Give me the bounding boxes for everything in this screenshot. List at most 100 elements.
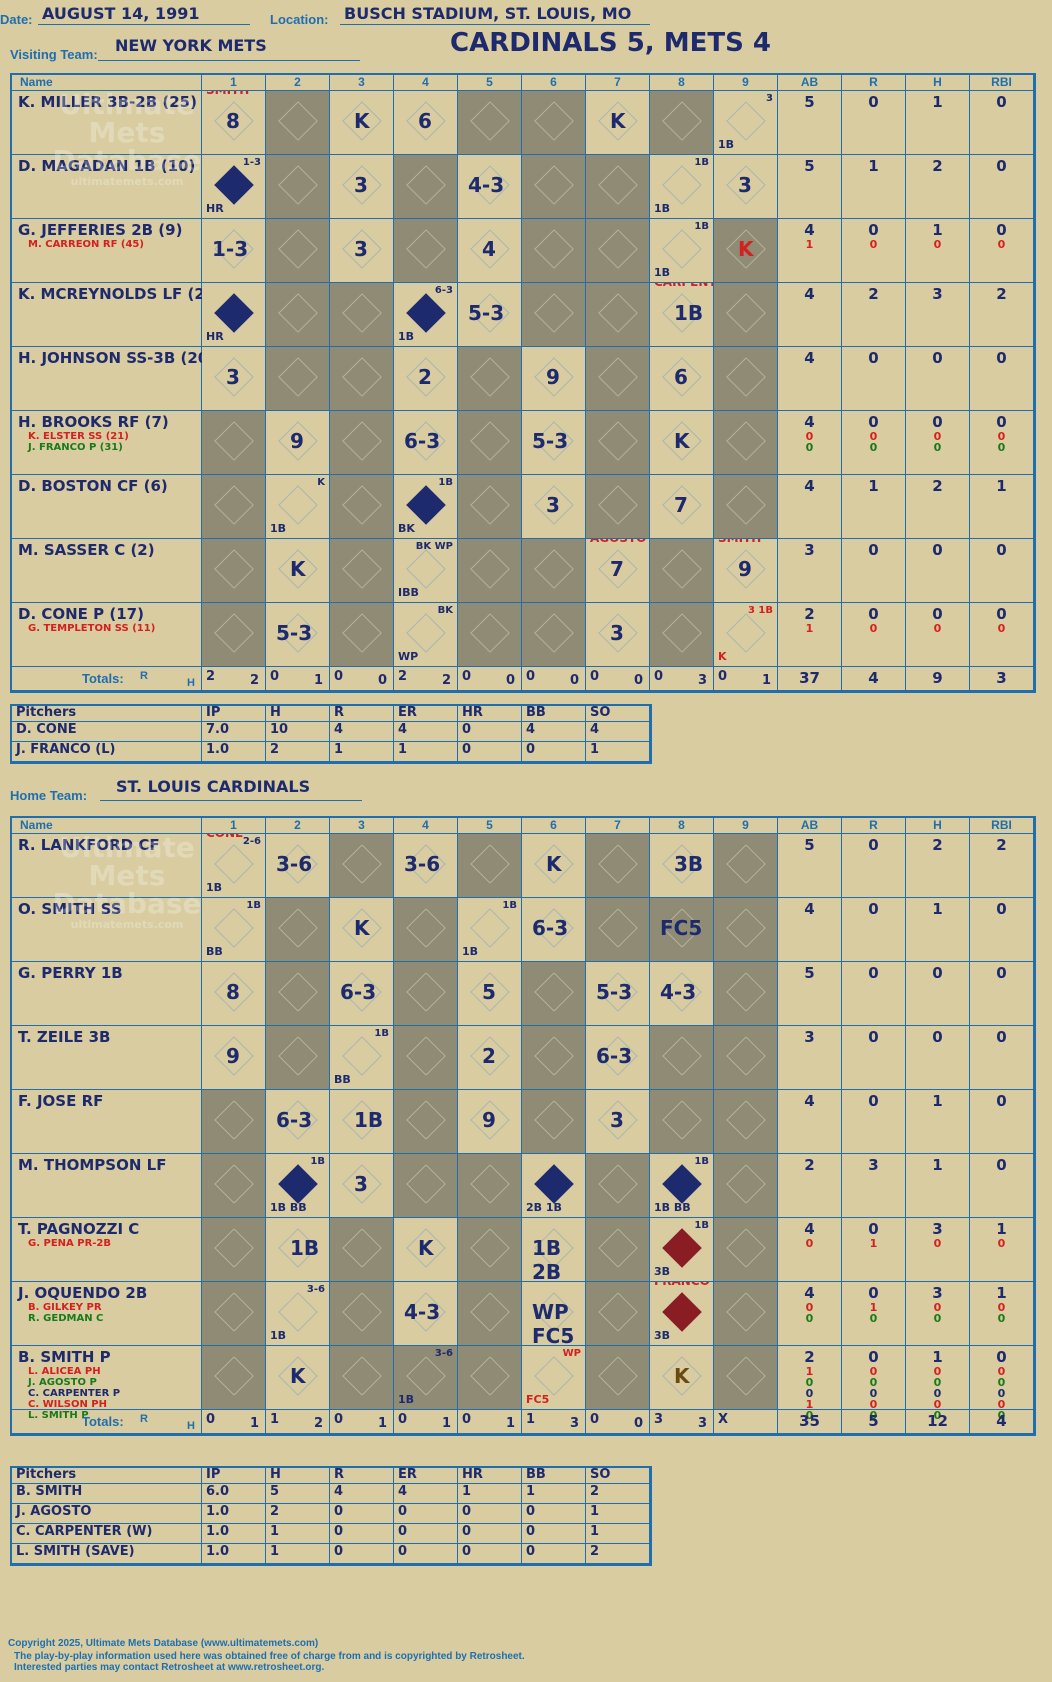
play-notation: 3	[610, 621, 624, 645]
inning-cell	[394, 219, 458, 283]
inning-hits: 0	[633, 673, 643, 688]
base-diamond	[214, 485, 254, 525]
play-notation: 1B 2B	[532, 1236, 562, 1282]
player-row: F. JOSE RF	[12, 1090, 202, 1154]
watermark-text: Ultimate	[59, 831, 195, 864]
base-diamond	[214, 908, 254, 948]
inning-hits: 2	[441, 673, 451, 688]
play-notation: 6-3	[532, 916, 569, 940]
stat-rbi: 0	[970, 91, 1034, 155]
stat-h: 1	[906, 1154, 970, 1218]
inning-cell	[394, 962, 458, 1026]
base-diamond	[470, 421, 510, 461]
play-notation: K	[354, 916, 370, 940]
inning-runs: 0	[462, 1412, 472, 1427]
sub-stat-value: 0	[805, 1301, 814, 1314]
play-notation: 3	[610, 1108, 624, 1132]
inning-cell	[202, 1346, 266, 1410]
stat-value: 0	[868, 1028, 879, 1046]
inning-cell: K	[266, 1346, 330, 1410]
base-diamond	[534, 549, 574, 589]
sub-stat-value: 0	[997, 1301, 1006, 1314]
pitcher-h: 2	[266, 1504, 330, 1524]
inning-cell	[586, 1154, 650, 1218]
col-header-inning-5: 5	[458, 818, 522, 834]
play-notation: 3-6	[276, 852, 313, 876]
inning-hits: 3	[697, 673, 707, 688]
inning-cell	[522, 603, 586, 667]
pitcher-ip: 1.0	[202, 1504, 266, 1524]
play-notation: 9	[226, 1044, 240, 1068]
inning-cell: K	[266, 539, 330, 603]
player-name: D. MAGADAN 1B (10)	[18, 157, 196, 175]
inning-cell: FC5 WP	[522, 1346, 586, 1410]
play-corner-note: 1B	[502, 900, 517, 911]
base-diamond	[726, 613, 766, 653]
inning-runs: 0	[334, 1412, 344, 1427]
inning-cell	[330, 539, 394, 603]
pitcher-col-header: SO	[586, 706, 650, 722]
home-team-name: ST. LOUIS CARDINALS	[116, 777, 311, 796]
stat-value: 5	[804, 964, 815, 982]
sub-stat-value: 1	[805, 238, 814, 251]
base-diamond	[726, 1228, 766, 1268]
player-name: K. MCREYNOLDS LF (22)	[18, 285, 223, 303]
pitcher-so: 2	[586, 1544, 650, 1564]
player-row: R. LANKFORD CF	[12, 834, 202, 898]
play-notation: 8	[226, 109, 240, 133]
inning-cell	[266, 283, 330, 347]
player-name: G. PERRY 1B	[18, 964, 123, 982]
stat-h: 1	[906, 1090, 970, 1154]
inning-cell	[458, 1154, 522, 1218]
substitute-name: G. TEMPLETON SS (11)	[28, 623, 156, 634]
stat-value: 2	[932, 477, 943, 495]
stat-value: 0	[932, 541, 943, 559]
col-header-inning-2: 2	[266, 818, 330, 834]
pitcher-bb: 1	[522, 1484, 586, 1504]
play-notation: 4-3	[660, 980, 697, 1004]
stat-value: 1	[932, 1156, 943, 1174]
inning-cell: HR 1-3	[202, 155, 266, 219]
base-diamond	[214, 1100, 254, 1140]
play-notation: 3	[546, 493, 560, 517]
inning-cell	[522, 1090, 586, 1154]
pitcher-name: J. FRANCO (L)	[12, 742, 202, 762]
base-diamond	[406, 1100, 446, 1140]
inning-runs: 0	[334, 669, 344, 684]
stat-h: 0	[906, 347, 970, 411]
stat-rbi: 0	[970, 1026, 1034, 1090]
play-notation: 3	[738, 173, 752, 197]
base-diamond	[470, 844, 510, 884]
stat-rbi: 0	[970, 539, 1034, 603]
play-notation: 5-3	[532, 429, 569, 453]
date-label: Date:	[0, 12, 33, 27]
inning-cell	[586, 219, 650, 283]
inning-cell	[266, 219, 330, 283]
inning-cell	[714, 1282, 778, 1346]
pitcher-ip: 6.0	[202, 1484, 266, 1504]
col-header-inning-3: 3	[330, 818, 394, 834]
sub-stat-value: 1	[805, 1398, 814, 1411]
play-notation: 4-3	[468, 173, 505, 197]
stat-value: 2	[996, 285, 1007, 303]
watermark-text: Database	[52, 887, 202, 920]
stat-value: 2	[996, 836, 1007, 854]
pitcher-h: 10	[266, 722, 330, 742]
inning-hits: 0	[377, 673, 387, 688]
base-diamond	[278, 357, 318, 397]
stat-total: 5	[842, 1410, 906, 1434]
play-notation: BK	[398, 522, 415, 535]
play-corner-note: K	[317, 477, 325, 488]
runs-label: R	[140, 1413, 148, 1425]
inning-cell: 6	[650, 347, 714, 411]
inning-cell: 7 AGOSTO	[586, 539, 650, 603]
inning-runs: 0	[270, 669, 280, 684]
stat-r: 0	[842, 1090, 906, 1154]
substitute-name: C. WILSON PH	[28, 1399, 107, 1410]
base-diamond	[470, 1292, 510, 1332]
sub-stat-value: 1	[805, 1365, 814, 1378]
